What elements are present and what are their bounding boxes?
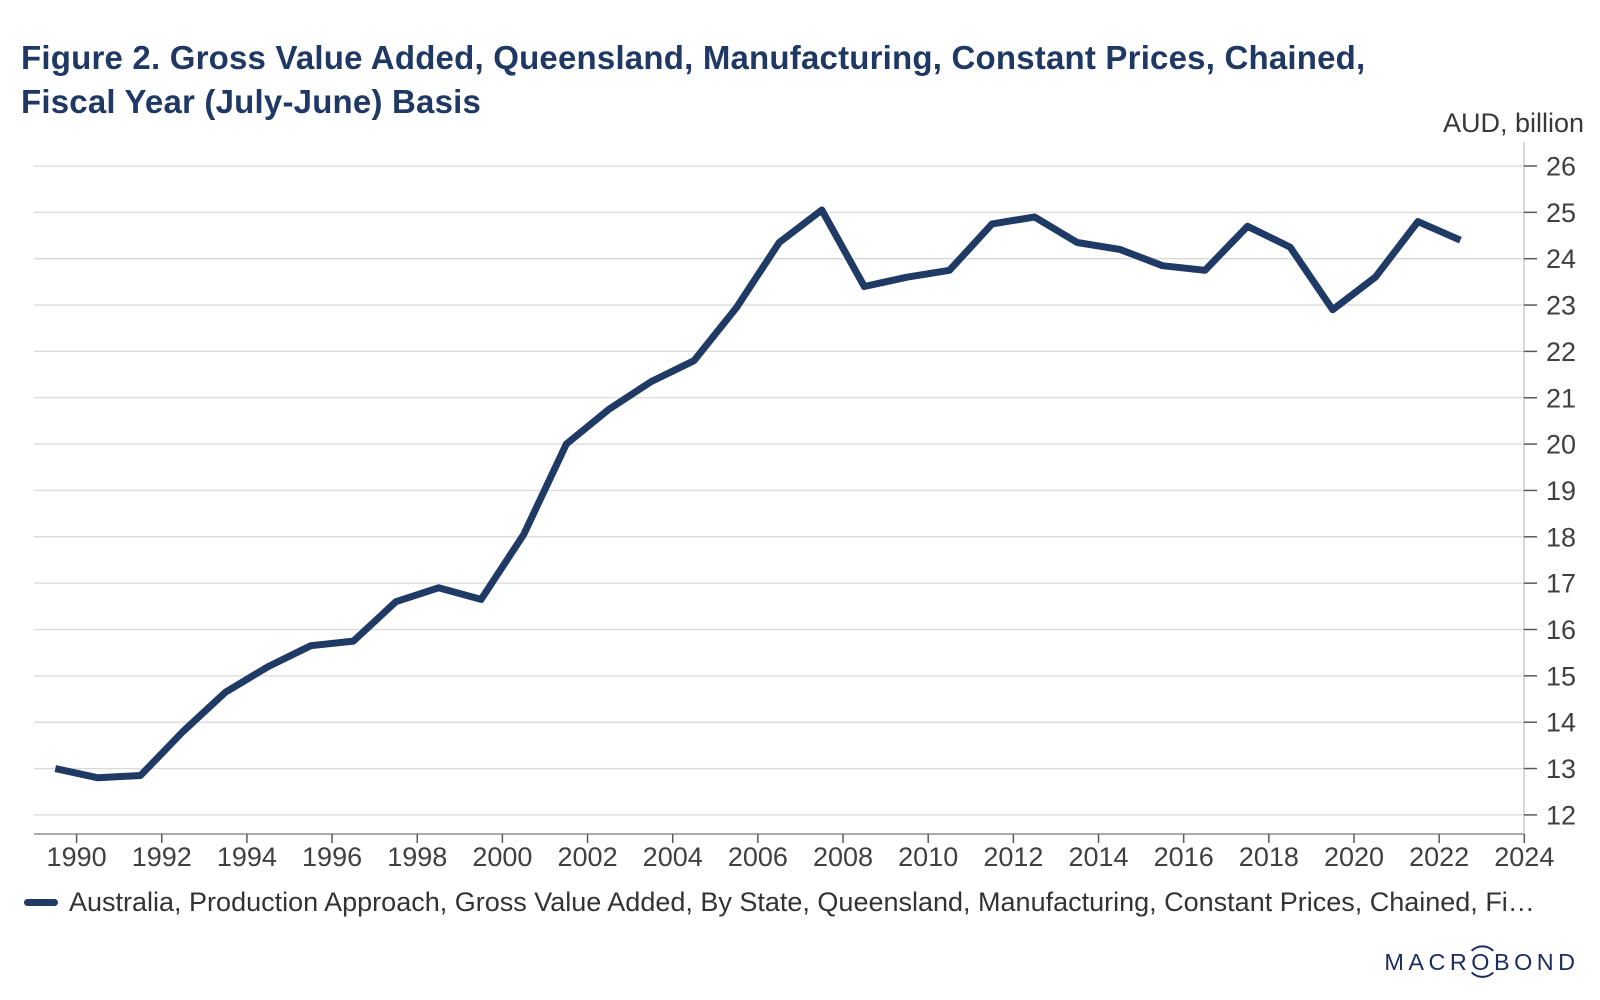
x-tick-label: 1992 <box>132 842 192 872</box>
x-tick-label: 2004 <box>643 842 703 872</box>
y-tick-label: 16 <box>1546 615 1576 645</box>
logo-arc-bottom-icon <box>1470 971 1494 978</box>
chart-title: Figure 2. Gross Value Added, Queensland,… <box>21 39 1366 120</box>
y-tick-label: 23 <box>1546 291 1576 321</box>
x-tick-label: 1998 <box>387 842 447 872</box>
y-tick-label: 19 <box>1546 476 1576 506</box>
y-tick-label: 21 <box>1546 383 1576 413</box>
x-tick-label: 2012 <box>983 842 1043 872</box>
y-tick-label: 24 <box>1546 244 1576 274</box>
x-tick-label: 2006 <box>728 842 788 872</box>
x-tick-label: 2018 <box>1239 842 1299 872</box>
legend: Australia, Production Approach, Gross Va… <box>24 887 1535 918</box>
macrobond-logo: MACROBOND <box>1382 936 1582 990</box>
x-tick-label: 2008 <box>813 842 873 872</box>
tick-labels: 12 13 14 15 16 17 18 19 20 21 22 23 24 25 26 1990 1992 19… <box>47 152 1576 873</box>
y-tick-label: 12 <box>1546 800 1576 830</box>
y-tick-label: 25 <box>1546 198 1576 228</box>
y-tick-label: 17 <box>1546 569 1576 599</box>
x-tick-label: 1990 <box>47 842 107 872</box>
legend-line-marker <box>24 899 58 906</box>
y-tick-label: 15 <box>1546 661 1576 691</box>
y-tick-label: 22 <box>1546 337 1576 367</box>
series-line <box>54 206 1462 782</box>
x-tick-label: 2014 <box>1068 842 1128 872</box>
x-tick-label: 2010 <box>898 842 958 872</box>
x-tick-label: 2002 <box>558 842 618 872</box>
x-tick-label: 2022 <box>1409 842 1469 872</box>
axes <box>34 142 1525 835</box>
data-series <box>54 206 1462 782</box>
y-axis-unit-label: AUD, billion <box>1442 108 1584 138</box>
logo-text: MACROBOND <box>1384 949 1579 975</box>
y-tick-label: 26 <box>1546 152 1576 182</box>
legend-series-label: Australia, Production Approach, Gross Va… <box>69 887 1535 917</box>
x-tick-label: 2000 <box>472 842 532 872</box>
tick-marks <box>75 165 1537 843</box>
x-tick-label: 2024 <box>1494 842 1554 872</box>
logo-arc-top-icon <box>1470 945 1494 952</box>
x-tick-label: 2020 <box>1324 842 1384 872</box>
y-tick-label: 13 <box>1546 754 1576 784</box>
macrobond-logo-svg: MACROBOND <box>1384 945 1579 978</box>
x-tick-label: 1994 <box>217 842 277 872</box>
y-tick-label: 18 <box>1546 522 1576 552</box>
gridlines <box>34 165 1524 816</box>
x-tick-label: 2016 <box>1154 842 1214 872</box>
y-tick-label: 14 <box>1546 708 1576 738</box>
x-tick-label: 1996 <box>302 842 362 872</box>
y-tick-label: 20 <box>1546 430 1576 460</box>
